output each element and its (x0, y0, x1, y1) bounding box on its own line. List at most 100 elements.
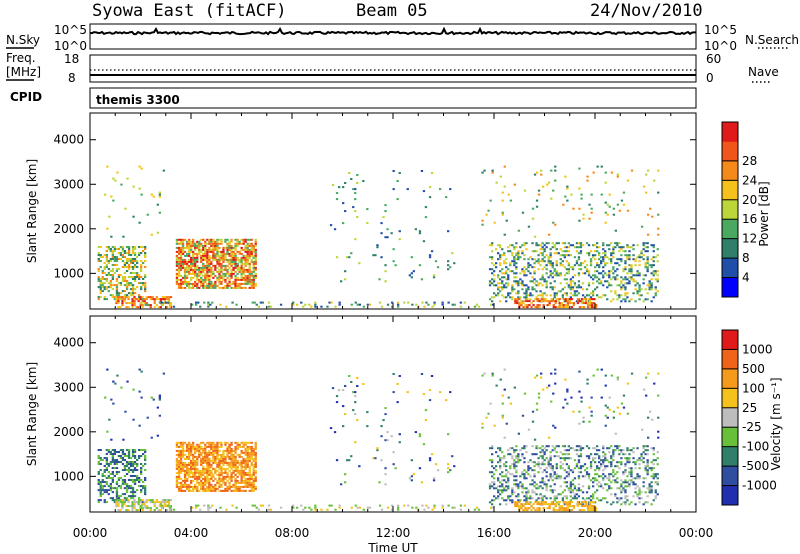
power-echo-cell (614, 278, 617, 281)
power-echo-cell (224, 246, 227, 249)
velocity-echo-cell (565, 481, 568, 484)
power-echo-cell (540, 300, 543, 303)
velocity-echo-cell (232, 475, 235, 478)
power-echo-cell (493, 278, 496, 281)
power-echo-cell (190, 278, 193, 281)
power-echo-cell (515, 246, 518, 249)
velocity-echo-cell (248, 467, 251, 470)
power-echo-cell (139, 304, 142, 307)
velocity-echo-cell (628, 449, 631, 452)
power-echo-cell (507, 268, 510, 271)
power-echo-cell (552, 189, 555, 192)
velocity-echo-cell (175, 465, 179, 468)
velocity-echo-cell (133, 451, 137, 453)
velocity-echo-cell (569, 481, 572, 484)
velocity-echo-cell (493, 477, 496, 480)
velocity-echo-cell (575, 489, 579, 492)
velocity-echo-cell (618, 412, 621, 415)
power-echo-cell (115, 296, 118, 299)
power-echo-cell (511, 252, 514, 255)
velocity-echo-cell (522, 509, 525, 512)
power-echo-cell (131, 302, 134, 305)
power-echo-cell (230, 244, 233, 247)
velocity-echo-cell (616, 471, 619, 474)
power-echo-cell (569, 266, 572, 269)
velocity-echo-cell (428, 459, 432, 462)
velocity-echo-cell (644, 465, 647, 468)
velocity-echo-cell (136, 459, 139, 461)
power-echo-cell (214, 286, 217, 289)
power-echo-cell (111, 258, 114, 260)
velocity-echo-cell (115, 459, 119, 461)
power-echo-cell (657, 233, 660, 236)
power-echo-cell (119, 298, 123, 301)
velocity-echo-cell (210, 477, 213, 480)
power-echo-cell (545, 246, 548, 249)
power-echo-cell (250, 286, 253, 289)
velocity-echo-cell (509, 467, 512, 470)
power-echo-cell (630, 268, 633, 271)
velocity-echo-cell (569, 489, 572, 492)
velocity-echo-cell (131, 491, 135, 494)
power-echo-cell (354, 198, 357, 201)
power-echo-cell (511, 270, 514, 273)
power-echo-cell (539, 282, 542, 285)
velocity-echo-cell (216, 461, 219, 464)
velocity-echo-cell (598, 461, 601, 464)
velocity-echo-cell (111, 471, 114, 473)
power-echo-cell (252, 254, 255, 257)
power-echo-cell (525, 288, 528, 291)
power-echo-cell (127, 250, 131, 252)
velocity-echo-cell (608, 475, 611, 478)
power-echo-cell (144, 246, 147, 248)
power-echo-cell (107, 282, 110, 285)
power-echo-cell (181, 280, 185, 283)
velocity-echo-cell (447, 467, 450, 470)
power-echo-cell (624, 266, 627, 269)
velocity-echo-cell (630, 479, 633, 482)
velocity-echo-cell (129, 487, 133, 490)
velocity-echo-cell (551, 465, 554, 468)
velocity-echo-cell (334, 508, 337, 511)
velocity-echo-cell (653, 382, 656, 385)
velocity-echo-cell (101, 493, 104, 496)
power-echo-cell (242, 266, 245, 269)
power-echo-cell (248, 278, 251, 281)
power-echo-cell (586, 302, 590, 305)
power-colorbar-swatch (722, 219, 738, 239)
power-echo-cell (618, 246, 621, 249)
velocity-echo-cell (580, 505, 584, 508)
power-echo-cell (218, 282, 221, 285)
power-echo-cell (594, 244, 597, 247)
velocity-echo-cell (531, 453, 534, 456)
power-echo-cell (509, 244, 512, 247)
velocity-echo-cell (196, 469, 199, 472)
power-echo-cell (131, 288, 135, 291)
power-echo-cell (487, 209, 490, 212)
velocity-echo-cell (555, 451, 558, 454)
power-echo-cell (636, 270, 639, 273)
power-echo-cell (208, 238, 211, 241)
velocity-echo-cell (179, 457, 183, 460)
power-echo-cell (537, 268, 540, 271)
velocity-echo-cell (238, 453, 241, 456)
power-echo-cell (238, 270, 241, 273)
power-echo-cell (610, 171, 613, 174)
velocity-echo-cell (218, 475, 221, 478)
power-echo-cell (537, 254, 540, 257)
power-echo-cell (545, 282, 548, 285)
velocity-echo-cell (190, 467, 193, 470)
power-echo-cell (585, 264, 589, 267)
power-echo-cell (517, 229, 520, 232)
power-echo-cell (642, 278, 645, 281)
power-echo-cell (248, 262, 251, 265)
velocity-echo-cell (620, 461, 623, 464)
power-echo-cell (222, 246, 225, 249)
power-echo-cell (646, 262, 649, 265)
power-echo-cell (434, 260, 438, 263)
velocity-echo-cell (550, 503, 553, 506)
velocity-echo-cell (220, 479, 223, 482)
power-echo-cell (208, 254, 211, 257)
power-echo-cell (564, 175, 567, 178)
